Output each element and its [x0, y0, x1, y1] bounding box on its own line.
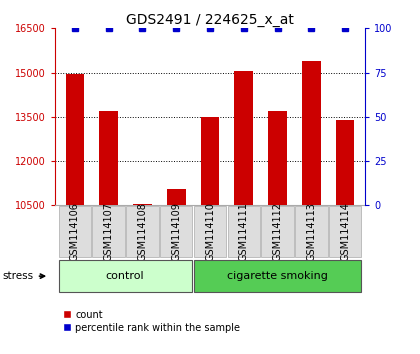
FancyBboxPatch shape [228, 206, 260, 257]
Bar [66, 74, 84, 205]
Text: stress: stress [3, 271, 45, 281]
FancyBboxPatch shape [194, 206, 226, 257]
Bar [302, 61, 320, 205]
Text: GSM114109: GSM114109 [171, 202, 181, 261]
Bar [336, 120, 354, 205]
FancyBboxPatch shape [92, 206, 125, 257]
FancyBboxPatch shape [160, 206, 192, 257]
Text: GSM114110: GSM114110 [205, 202, 215, 261]
FancyBboxPatch shape [295, 206, 328, 257]
FancyBboxPatch shape [59, 206, 91, 257]
Legend: count, percentile rank within the sample: count, percentile rank within the sample [60, 306, 244, 336]
Bar [268, 111, 287, 205]
Title: GDS2491 / 224625_x_at: GDS2491 / 224625_x_at [126, 13, 294, 27]
Bar [133, 204, 152, 205]
FancyBboxPatch shape [194, 260, 361, 292]
Text: GSM114114: GSM114114 [340, 202, 350, 261]
Bar [234, 71, 253, 205]
Bar [167, 189, 186, 205]
Text: GSM114107: GSM114107 [104, 202, 114, 261]
Text: control: control [105, 271, 144, 281]
Text: GSM114106: GSM114106 [70, 202, 80, 261]
Bar [100, 111, 118, 205]
FancyBboxPatch shape [59, 260, 192, 292]
Bar [201, 117, 219, 205]
Text: GSM114108: GSM114108 [137, 202, 147, 261]
Text: GSM114113: GSM114113 [306, 202, 316, 261]
FancyBboxPatch shape [126, 206, 159, 257]
Text: GSM114111: GSM114111 [239, 202, 249, 261]
FancyBboxPatch shape [329, 206, 361, 257]
Text: GSM114112: GSM114112 [273, 202, 283, 261]
Text: cigarette smoking: cigarette smoking [227, 271, 328, 281]
FancyBboxPatch shape [261, 206, 294, 257]
